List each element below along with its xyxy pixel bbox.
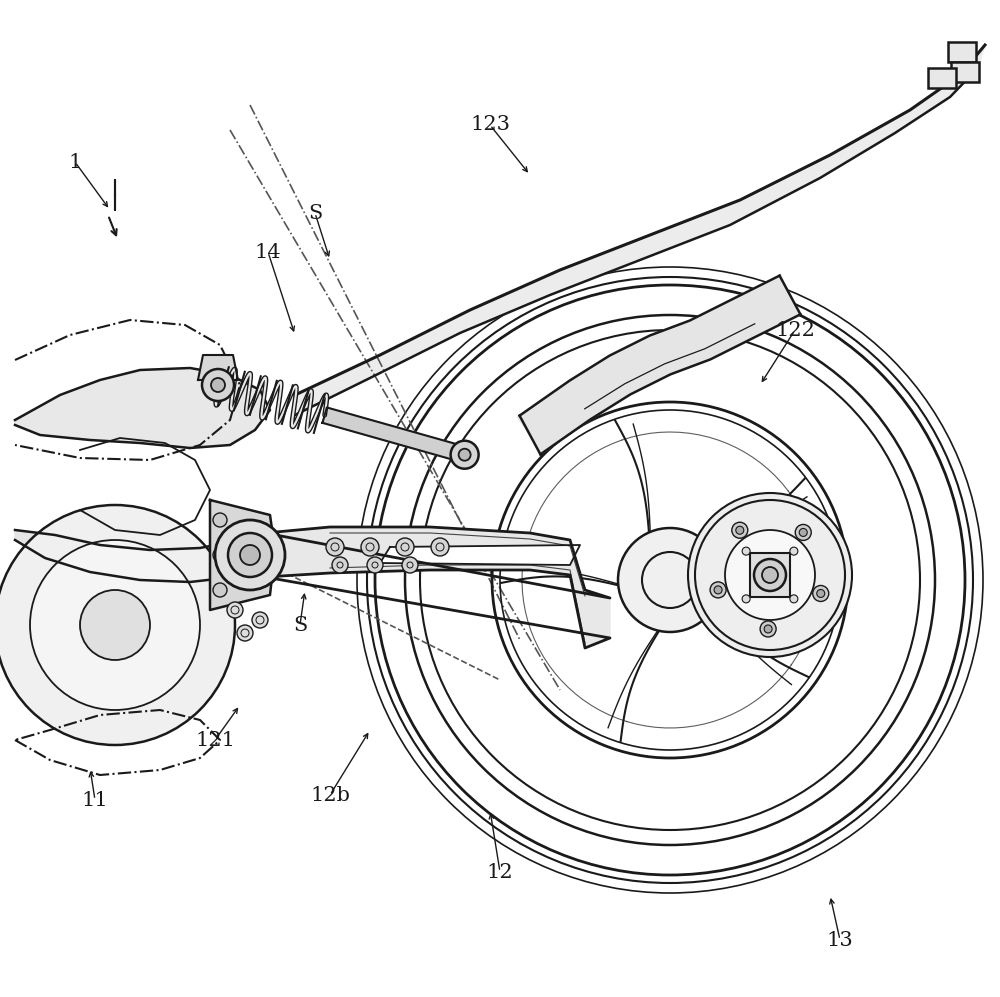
Bar [928,68,956,88]
Circle shape [760,621,776,637]
Circle shape [402,557,418,573]
Polygon shape [452,442,472,467]
Circle shape [762,567,778,583]
Circle shape [30,540,200,710]
Circle shape [202,369,234,401]
Circle shape [0,505,235,745]
Polygon shape [15,368,270,448]
Circle shape [790,595,798,603]
Text: 1: 1 [68,153,82,171]
Polygon shape [322,408,457,460]
Circle shape [754,559,786,591]
Circle shape [795,524,811,540]
Polygon shape [380,545,580,565]
Text: 11: 11 [82,791,108,810]
Circle shape [228,533,272,577]
Polygon shape [568,356,632,419]
Polygon shape [610,335,670,395]
Polygon shape [198,355,238,380]
Polygon shape [690,295,760,360]
Polygon shape [520,275,800,455]
Bar [948,42,976,62]
Circle shape [736,526,744,534]
Circle shape [790,547,798,555]
Circle shape [213,513,227,527]
Circle shape [252,612,268,628]
Circle shape [813,585,829,601]
Circle shape [459,449,471,461]
Text: 122: 122 [775,320,815,340]
Circle shape [332,557,348,573]
Circle shape [732,522,748,538]
Text: S: S [308,203,322,222]
Text: 13: 13 [827,930,853,949]
Circle shape [240,545,260,565]
Circle shape [396,538,414,556]
Text: 14: 14 [255,242,281,261]
Circle shape [211,378,225,392]
Circle shape [237,625,253,641]
Circle shape [799,528,807,536]
Circle shape [714,586,722,594]
Circle shape [213,583,227,597]
Polygon shape [295,45,985,415]
Polygon shape [740,275,800,335]
Circle shape [688,493,852,657]
Text: 123: 123 [470,116,510,135]
Polygon shape [517,382,593,453]
Circle shape [361,538,379,556]
Polygon shape [652,319,708,376]
Text: 12: 12 [487,862,513,881]
Text: S: S [293,615,307,634]
Bar [750,553,790,597]
Circle shape [213,548,227,562]
Circle shape [725,530,815,620]
Circle shape [742,595,750,603]
Circle shape [710,582,726,598]
Circle shape [431,538,449,556]
Circle shape [742,547,750,555]
Polygon shape [265,527,610,648]
Circle shape [227,602,243,618]
Circle shape [215,520,285,590]
Text: 12b: 12b [310,786,350,805]
Circle shape [764,625,772,633]
Circle shape [80,590,150,660]
Circle shape [451,441,479,469]
Polygon shape [15,530,240,582]
Text: 121: 121 [195,731,235,750]
Circle shape [326,538,344,556]
Bar [951,62,979,82]
Circle shape [817,589,825,597]
Polygon shape [210,500,275,610]
Circle shape [367,557,383,573]
Circle shape [618,528,722,632]
